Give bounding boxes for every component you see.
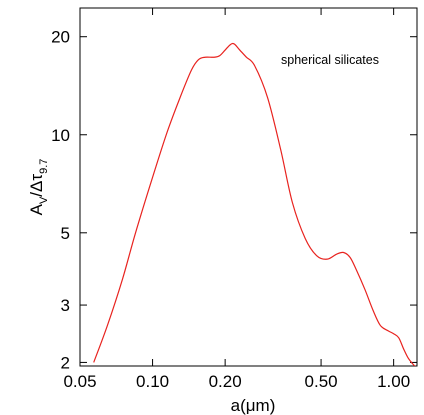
annotation-label: spherical silicates <box>281 53 379 67</box>
y-tick-label: 2 <box>61 353 70 372</box>
tick-labels: 0.05 0.10 0.20 0.50 1.00 2 3 5 10 20 <box>51 28 410 391</box>
x-axis-title: a(μm) <box>231 396 276 415</box>
series-line-spherical-silicates <box>93 42 416 366</box>
x-tick-label: 0.50 <box>305 372 338 391</box>
x-tick-label: 1.00 <box>377 372 410 391</box>
x-tick-label: 0.10 <box>136 372 169 391</box>
y-tick-label: 20 <box>51 28 70 47</box>
y-axis-title: AV/Δτ9.7 <box>27 159 50 216</box>
tick-marks <box>79 8 417 366</box>
y-tick-label: 5 <box>61 224 70 243</box>
plot-frame <box>79 7 418 367</box>
y-tick-label: 3 <box>61 296 70 315</box>
x-tick-label: 0.20 <box>209 372 242 391</box>
y-tick-label: 10 <box>51 126 70 145</box>
y-axis-title-mid: /Δτ <box>27 174 46 197</box>
y-axis-title-sub1: V <box>38 196 50 204</box>
y-axis-title-main: A <box>27 203 46 215</box>
y-axis-title-sub2: 9.7 <box>38 159 50 174</box>
x-tick-label: 0.05 <box>63 372 96 391</box>
